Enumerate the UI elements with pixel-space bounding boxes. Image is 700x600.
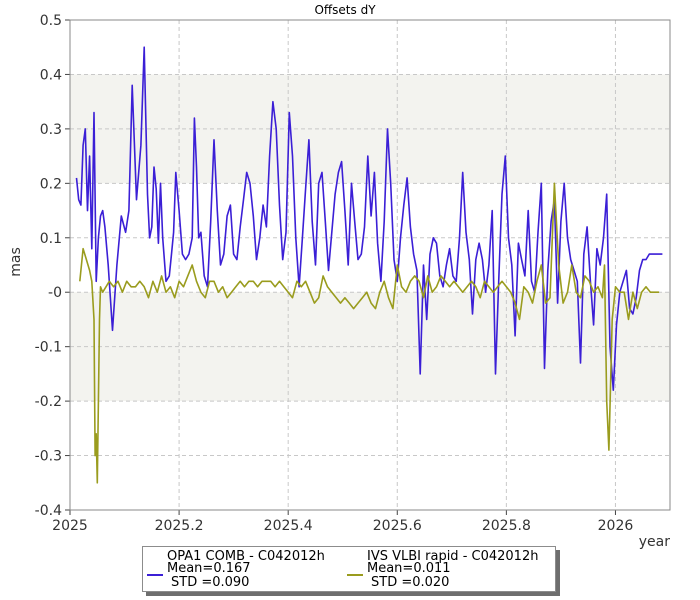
legend-series1-name: OPA1 COMB - C042012h — [167, 549, 325, 564]
legend-series2-name: IVS VLBI rapid - C042012h — [367, 549, 539, 564]
plot-band — [70, 20, 670, 75]
plot-band — [70, 74, 670, 184]
x-tick-label: 2025.8 — [482, 518, 531, 534]
legend-series1-std: STD =0.090 — [171, 575, 250, 590]
x-tick-label: 2026 — [598, 518, 634, 534]
y-tick-label: -0.3 — [35, 449, 62, 465]
x-tick-label: 2025.6 — [373, 518, 422, 534]
series-lines — [75, 46, 663, 484]
y-tick-label: -0.1 — [35, 340, 62, 356]
legend-series1-mean: Mean=0.167 — [167, 561, 251, 576]
plot-background-bands — [70, 20, 670, 510]
y-axis-label: mas — [8, 247, 24, 277]
legend: OPA1 COMB - C042012h Mean=0.167 STD =0.0… — [142, 546, 556, 592]
x-tick-label: 2025.2 — [155, 518, 204, 534]
y-tick-label: 0.4 — [40, 67, 62, 83]
y-tick-label: -0.4 — [35, 503, 62, 519]
x-axis-label: year — [639, 534, 670, 550]
chart-title: Offsets dY — [314, 3, 376, 17]
y-tick-label: 0.1 — [40, 231, 62, 247]
y-tick-label: 0.3 — [40, 122, 62, 138]
x-tick-label: 2025.4 — [264, 518, 313, 534]
series-line-1 — [75, 46, 663, 392]
y-tick-label: -0 — [48, 285, 62, 301]
legend-series2-swatch — [347, 574, 363, 576]
plot-frame — [69, 19, 671, 511]
y-tick-label: 0.2 — [40, 176, 62, 192]
series-line-2 — [79, 182, 660, 484]
x-tick-label: 2025 — [52, 518, 88, 534]
legend-series2-std: STD =0.020 — [371, 575, 450, 590]
y-tick-label: -0.2 — [35, 394, 62, 410]
plot-band — [70, 401, 670, 510]
legend-series1-swatch — [147, 574, 163, 576]
legend-series2-mean: Mean=0.011 — [367, 561, 451, 576]
y-tick-label: 0.5 — [40, 13, 62, 29]
